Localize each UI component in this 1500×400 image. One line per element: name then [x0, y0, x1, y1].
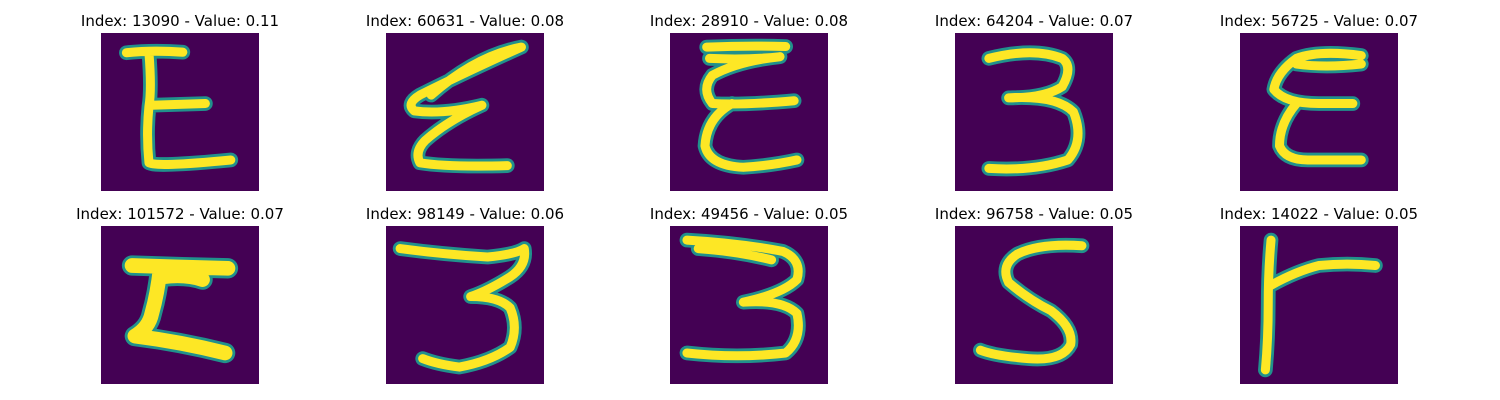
sample-panel-8: Index: 49456 - Value: 0.05 — [629, 205, 869, 385]
panel-title: Index: 49456 - Value: 0.05 — [649, 205, 849, 223]
sample-panel-7: Index: 98149 - Value: 0.06 — [345, 205, 585, 385]
sample-panel-3: Index: 28910 - Value: 0.08 — [629, 12, 869, 192]
panel-title: Index: 60631 - Value: 0.08 — [365, 12, 565, 30]
handwritten-e-image — [386, 33, 544, 191]
sample-panel-9: Index: 96758 - Value: 0.05 — [914, 205, 1154, 385]
panel-title: Index: 101572 - Value: 0.07 — [76, 205, 284, 223]
sample-panel-6: Index: 101572 - Value: 0.07 — [60, 205, 300, 385]
panel-title: Index: 56725 - Value: 0.07 — [1219, 12, 1419, 30]
panel-title: Index: 14022 - Value: 0.05 — [1219, 205, 1419, 223]
panel-title: Index: 28910 - Value: 0.08 — [649, 12, 849, 30]
handwritten-s-image — [955, 226, 1113, 384]
handwritten-3-image — [386, 226, 544, 384]
panel-title: Index: 64204 - Value: 0.07 — [934, 12, 1134, 30]
panel-title: Index: 96758 - Value: 0.05 — [934, 205, 1134, 223]
sample-panel-10: Index: 14022 - Value: 0.05 — [1199, 205, 1439, 385]
handwritten-e-image — [101, 33, 259, 191]
panel-title: Index: 98149 - Value: 0.06 — [365, 205, 565, 223]
handwritten-e-image — [1240, 33, 1398, 191]
sample-panel-4: Index: 64204 - Value: 0.07 — [914, 12, 1154, 192]
sample-panel-1: Index: 13090 - Value: 0.11 — [60, 12, 300, 192]
handwritten-3-image — [955, 33, 1113, 191]
handwritten-t-image — [1240, 226, 1398, 384]
handwritten-z-image — [101, 226, 259, 384]
sample-panel-2: Index: 60631 - Value: 0.08 — [345, 12, 585, 192]
handwritten-3-image — [670, 226, 828, 384]
panel-title: Index: 13090 - Value: 0.11 — [80, 12, 280, 30]
sample-panel-5: Index: 56725 - Value: 0.07 — [1199, 12, 1439, 192]
handwritten-e-image — [670, 33, 828, 191]
